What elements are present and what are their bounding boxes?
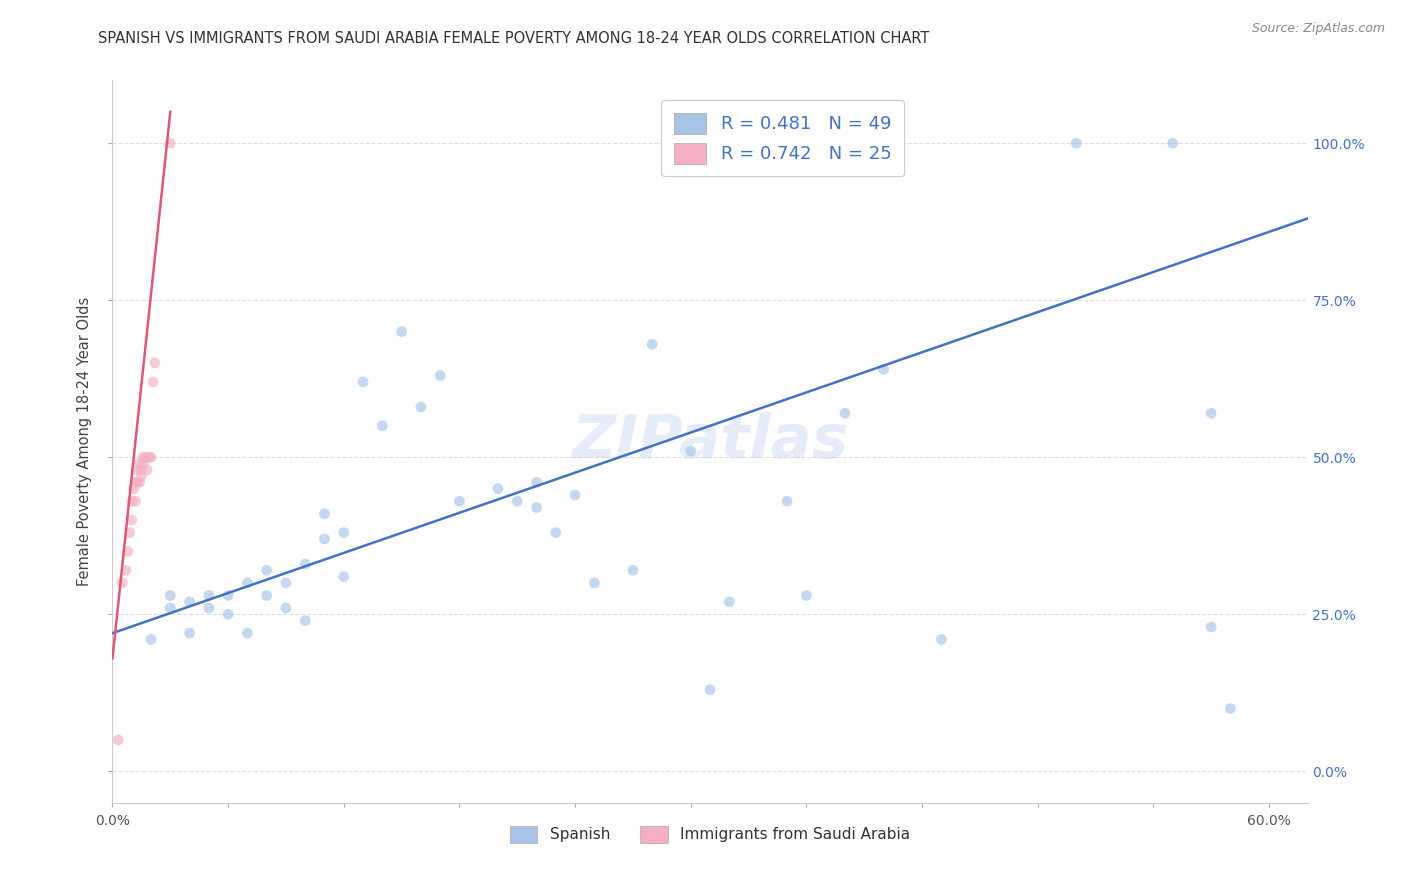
Text: Source: ZipAtlas.com: Source: ZipAtlas.com bbox=[1251, 22, 1385, 36]
Point bbox=[314, 507, 336, 521]
Point bbox=[139, 450, 162, 465]
Point bbox=[834, 406, 856, 420]
Point bbox=[136, 463, 159, 477]
Point bbox=[128, 475, 150, 490]
Point bbox=[526, 475, 548, 490]
Point bbox=[352, 375, 374, 389]
Point bbox=[699, 682, 721, 697]
Point bbox=[409, 400, 432, 414]
Point bbox=[641, 337, 664, 351]
Point bbox=[132, 450, 155, 465]
Point bbox=[314, 532, 336, 546]
Point bbox=[159, 589, 181, 603]
Point bbox=[1199, 406, 1222, 420]
Point bbox=[294, 557, 316, 571]
Text: ZIPatlas: ZIPatlas bbox=[571, 412, 849, 471]
Point bbox=[159, 136, 181, 150]
Point bbox=[449, 494, 471, 508]
Point bbox=[132, 457, 155, 471]
Point bbox=[256, 589, 278, 603]
Point bbox=[544, 525, 567, 540]
Point bbox=[333, 569, 356, 583]
Point bbox=[134, 450, 156, 465]
Point bbox=[256, 563, 278, 577]
Point bbox=[179, 595, 201, 609]
Point bbox=[1219, 701, 1241, 715]
Point bbox=[121, 494, 143, 508]
Point bbox=[872, 362, 894, 376]
Point bbox=[564, 488, 586, 502]
Point bbox=[217, 589, 239, 603]
Point bbox=[121, 513, 143, 527]
Point bbox=[294, 614, 316, 628]
Point bbox=[143, 356, 166, 370]
Point bbox=[131, 469, 153, 483]
Point bbox=[391, 325, 413, 339]
Point bbox=[506, 494, 529, 508]
Point bbox=[198, 601, 221, 615]
Point bbox=[236, 626, 259, 640]
Point bbox=[159, 601, 181, 615]
Point bbox=[796, 589, 818, 603]
Point bbox=[111, 575, 134, 590]
Point bbox=[142, 375, 165, 389]
Point bbox=[1161, 136, 1184, 150]
Point bbox=[931, 632, 953, 647]
Point bbox=[139, 632, 162, 647]
Point bbox=[526, 500, 548, 515]
Point bbox=[124, 475, 146, 490]
Point bbox=[718, 595, 741, 609]
Point bbox=[429, 368, 451, 383]
Point bbox=[217, 607, 239, 622]
Point bbox=[107, 733, 129, 747]
Point bbox=[127, 475, 149, 490]
Point bbox=[124, 494, 146, 508]
Point bbox=[117, 544, 139, 558]
Point bbox=[1064, 136, 1087, 150]
Point bbox=[128, 457, 150, 471]
Point bbox=[333, 525, 356, 540]
Point bbox=[127, 463, 149, 477]
Legend: Spanish, Immigrants from Saudi Arabia: Spanish, Immigrants from Saudi Arabia bbox=[503, 820, 917, 849]
Point bbox=[621, 563, 644, 577]
Point bbox=[274, 601, 297, 615]
Point bbox=[1199, 620, 1222, 634]
Point bbox=[583, 575, 606, 590]
Point bbox=[138, 450, 160, 465]
Point bbox=[679, 444, 702, 458]
Point bbox=[179, 626, 201, 640]
Point bbox=[131, 463, 153, 477]
Point bbox=[371, 418, 394, 433]
Point bbox=[198, 589, 221, 603]
Point bbox=[486, 482, 509, 496]
Point bbox=[122, 482, 145, 496]
Point bbox=[118, 525, 141, 540]
Point bbox=[236, 575, 259, 590]
Point bbox=[115, 563, 138, 577]
Text: SPANISH VS IMMIGRANTS FROM SAUDI ARABIA FEMALE POVERTY AMONG 18-24 YEAR OLDS COR: SPANISH VS IMMIGRANTS FROM SAUDI ARABIA … bbox=[98, 31, 929, 46]
Y-axis label: Female Poverty Among 18-24 Year Olds: Female Poverty Among 18-24 Year Olds bbox=[77, 297, 93, 586]
Point bbox=[274, 575, 297, 590]
Point bbox=[776, 494, 799, 508]
